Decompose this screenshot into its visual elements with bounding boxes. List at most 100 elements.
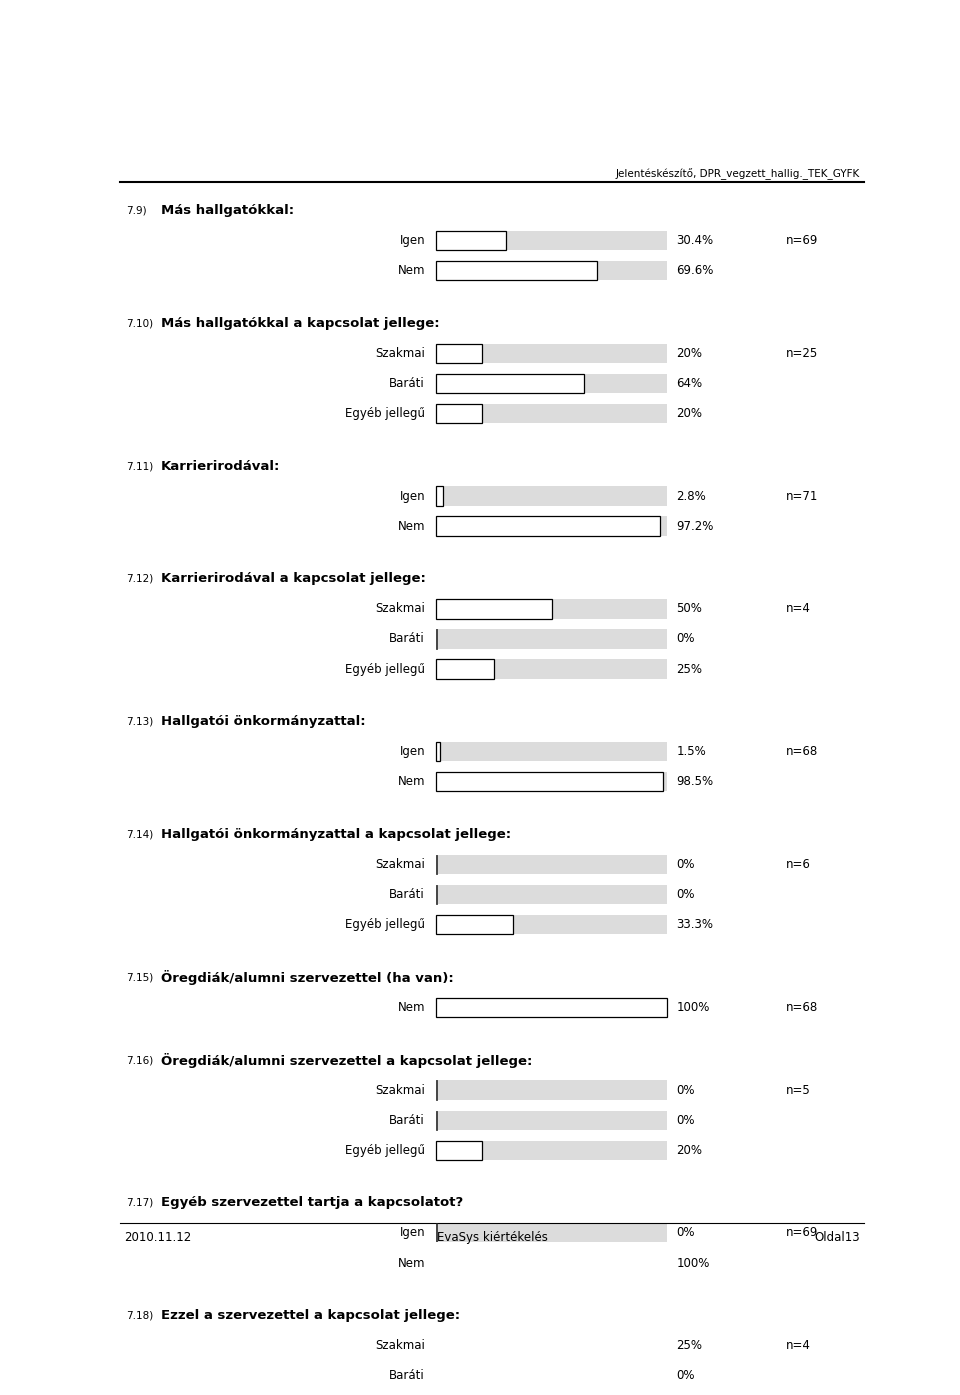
Text: Nem: Nem bbox=[397, 520, 425, 533]
Bar bbox=[436, 600, 667, 618]
Text: Öregdiák/alumni szervezettel a kapcsolat jellege:: Öregdiák/alumni szervezettel a kapcsolat… bbox=[161, 1052, 532, 1067]
Text: 7.16): 7.16) bbox=[126, 1055, 154, 1064]
Text: 25%: 25% bbox=[677, 1339, 703, 1352]
Bar bbox=[436, 997, 667, 1017]
Bar bbox=[436, 742, 440, 762]
Text: 7.12): 7.12) bbox=[126, 573, 154, 583]
Bar bbox=[436, 660, 493, 679]
Bar bbox=[436, 230, 506, 250]
Bar bbox=[436, 1141, 667, 1159]
Bar bbox=[436, 516, 667, 536]
Text: 98.5%: 98.5% bbox=[677, 776, 713, 788]
Text: Jelentéskészítő, DPR_vegzett_hallig._TEK_GYFK: Jelentéskészítő, DPR_vegzett_hallig._TEK… bbox=[616, 169, 860, 180]
Text: 7.17): 7.17) bbox=[126, 1198, 154, 1208]
Text: 7.13): 7.13) bbox=[126, 717, 154, 727]
Text: 0%: 0% bbox=[677, 1226, 695, 1239]
Text: n=69: n=69 bbox=[786, 1226, 818, 1239]
Text: 97.2%: 97.2% bbox=[677, 520, 714, 533]
Bar bbox=[436, 915, 513, 935]
Text: 69.6%: 69.6% bbox=[677, 264, 714, 278]
Text: Más hallgatókkal a kapcsolat jellege:: Más hallgatókkal a kapcsolat jellege: bbox=[161, 317, 440, 329]
Text: 25%: 25% bbox=[677, 663, 703, 675]
Text: 0%: 0% bbox=[677, 1113, 695, 1127]
Text: Szakmai: Szakmai bbox=[375, 347, 425, 360]
Text: Nem: Nem bbox=[397, 1257, 425, 1269]
Bar bbox=[436, 1141, 482, 1159]
Bar bbox=[436, 374, 667, 393]
Text: 33.3%: 33.3% bbox=[677, 918, 713, 932]
Bar bbox=[436, 343, 482, 363]
Text: Egyéb szervezettel tartja a kapcsolatot?: Egyéb szervezettel tartja a kapcsolatot? bbox=[161, 1197, 463, 1209]
Text: Szakmai: Szakmai bbox=[375, 1339, 425, 1352]
Bar bbox=[436, 261, 667, 280]
Text: Egyéb jellegű: Egyéb jellegű bbox=[345, 918, 425, 932]
Text: Szakmai: Szakmai bbox=[375, 603, 425, 615]
Bar bbox=[436, 261, 597, 280]
Text: 2010.11.12: 2010.11.12 bbox=[124, 1232, 191, 1244]
Bar bbox=[436, 1366, 667, 1385]
Text: 64%: 64% bbox=[677, 377, 703, 389]
Bar bbox=[436, 773, 663, 791]
Text: 0%: 0% bbox=[677, 1370, 695, 1382]
Text: Nem: Nem bbox=[397, 776, 425, 788]
Text: Szakmai: Szakmai bbox=[375, 1084, 425, 1096]
Bar bbox=[436, 1253, 667, 1272]
Bar bbox=[436, 230, 667, 250]
Text: n=25: n=25 bbox=[786, 347, 818, 360]
Bar bbox=[436, 487, 667, 506]
Text: Igen: Igen bbox=[399, 1226, 425, 1239]
Text: 20%: 20% bbox=[677, 1144, 703, 1156]
Bar bbox=[436, 600, 551, 618]
Bar bbox=[436, 516, 660, 536]
Text: 100%: 100% bbox=[677, 1000, 709, 1014]
Text: Igen: Igen bbox=[399, 745, 425, 759]
Bar bbox=[436, 742, 667, 762]
Text: Hallgatói önkormányzattal:: Hallgatói önkormányzattal: bbox=[161, 716, 366, 728]
Text: 7.15): 7.15) bbox=[126, 972, 154, 982]
Text: 7.10): 7.10) bbox=[126, 318, 153, 328]
Text: Baráti: Baráti bbox=[390, 889, 425, 901]
Text: Baráti: Baráti bbox=[390, 632, 425, 646]
Bar bbox=[436, 1253, 667, 1272]
Text: Nem: Nem bbox=[397, 264, 425, 278]
Text: n=6: n=6 bbox=[786, 858, 811, 870]
Text: EvaSys kiértékelés: EvaSys kiértékelés bbox=[437, 1232, 547, 1244]
Bar bbox=[436, 773, 667, 791]
Bar bbox=[436, 343, 667, 363]
Text: n=5: n=5 bbox=[786, 1084, 810, 1096]
Bar bbox=[436, 1336, 493, 1356]
Text: n=68: n=68 bbox=[786, 1000, 818, 1014]
Text: Baráti: Baráti bbox=[390, 1370, 425, 1382]
Text: Karrierirodával:: Karrierirodával: bbox=[161, 459, 280, 473]
Bar bbox=[436, 403, 482, 423]
Text: 20%: 20% bbox=[677, 347, 703, 360]
Bar bbox=[436, 629, 667, 649]
Text: n=71: n=71 bbox=[786, 490, 818, 502]
Text: Egyéb jellegű: Egyéb jellegű bbox=[345, 407, 425, 420]
Text: 1.5%: 1.5% bbox=[677, 745, 707, 759]
Text: Öregdiák/alumni szervezettel (ha van):: Öregdiák/alumni szervezettel (ha van): bbox=[161, 970, 454, 985]
Text: Szakmai: Szakmai bbox=[375, 858, 425, 870]
Text: 50%: 50% bbox=[677, 603, 703, 615]
Bar bbox=[436, 997, 667, 1017]
Bar bbox=[436, 660, 667, 679]
Text: Baráti: Baráti bbox=[390, 377, 425, 389]
Text: 2.8%: 2.8% bbox=[677, 490, 707, 502]
Text: 7.11): 7.11) bbox=[126, 460, 154, 472]
Text: Ezzel a szervezettel a kapcsolat jellege:: Ezzel a szervezettel a kapcsolat jellege… bbox=[161, 1309, 460, 1322]
Text: Egyéb jellegű: Egyéb jellegű bbox=[345, 1144, 425, 1156]
Text: 0%: 0% bbox=[677, 858, 695, 870]
Bar bbox=[436, 403, 667, 423]
Text: Igen: Igen bbox=[399, 490, 425, 502]
Text: Más hallgatókkal:: Más hallgatókkal: bbox=[161, 204, 294, 216]
Text: 0%: 0% bbox=[677, 1084, 695, 1096]
Text: 0%: 0% bbox=[677, 632, 695, 646]
Text: 20%: 20% bbox=[677, 407, 703, 420]
Text: n=69: n=69 bbox=[786, 234, 818, 247]
Text: 100%: 100% bbox=[677, 1257, 709, 1269]
Text: Igen: Igen bbox=[399, 234, 425, 247]
Bar bbox=[436, 1336, 667, 1356]
Text: Baráti: Baráti bbox=[390, 1113, 425, 1127]
Text: Hallgatói önkormányzattal a kapcsolat jellege:: Hallgatói önkormányzattal a kapcsolat je… bbox=[161, 829, 511, 841]
Text: Oldal13: Oldal13 bbox=[815, 1232, 860, 1244]
